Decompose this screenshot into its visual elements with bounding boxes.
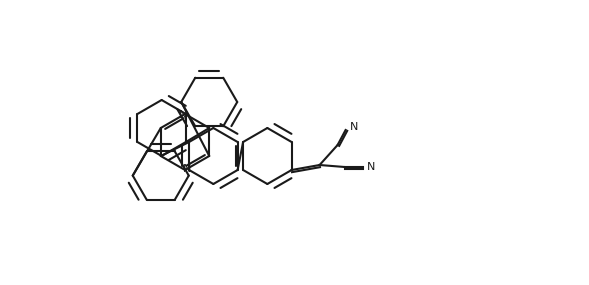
Text: N: N xyxy=(366,162,375,172)
Text: N: N xyxy=(183,164,191,174)
Text: N: N xyxy=(179,110,187,120)
Text: N: N xyxy=(350,122,358,132)
